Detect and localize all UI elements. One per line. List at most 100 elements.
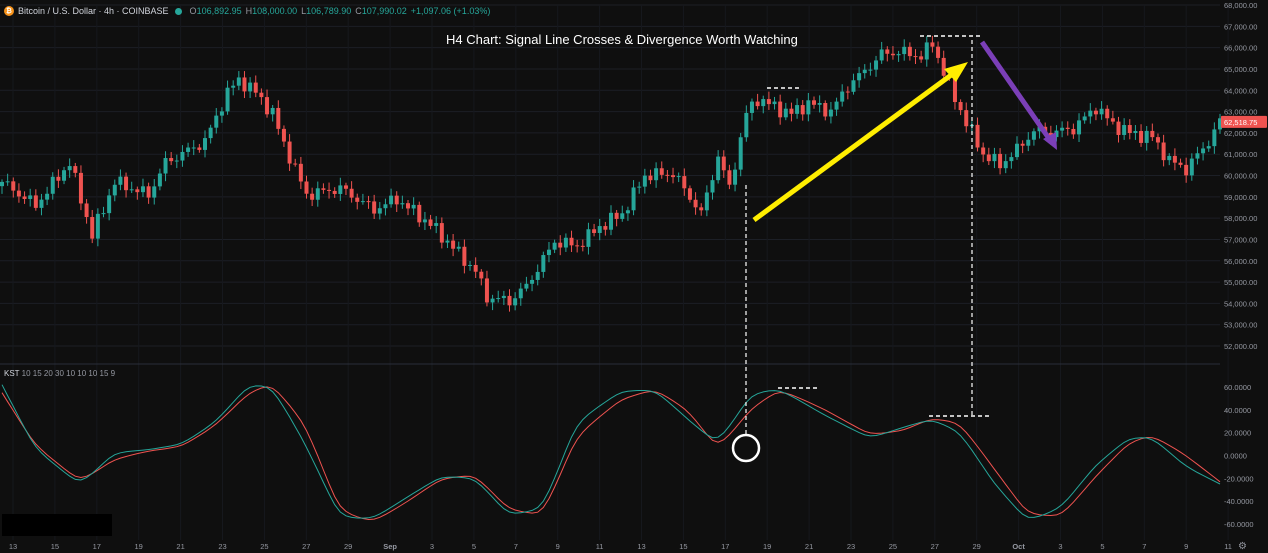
candle-body [665,174,670,176]
candle-body [716,156,721,181]
candle-body [885,49,890,54]
candle-body [33,195,38,208]
candle-body [1150,130,1155,138]
candle-body [400,203,405,205]
time-axis[interactable]: 13 15 17 19 21 23 25 27 29 Sep 3 5 7 9 11 13 15 17 19 21 23 2… [9,542,1232,551]
high-value: 108,000.00 [252,6,298,16]
time-tick-label: 5 [1100,542,1104,551]
purple-arrow-head [1043,132,1057,150]
gear-icon[interactable]: ⚙ [1238,541,1247,552]
candle-body [468,264,473,266]
candle-body [327,189,332,191]
candle-body [535,271,540,280]
candle-body [1133,131,1138,134]
last-price-label: 62,518.75 [1224,118,1257,127]
price-tick-label: 58,000.00 [1224,214,1257,223]
candle-body [592,229,597,233]
bitcoin-icon[interactable]: ₿ [4,6,14,16]
candle-body [1026,139,1031,146]
candle-body [434,223,439,226]
candle-body [366,201,371,203]
candle-body [952,77,957,103]
candle-body [90,217,95,239]
candle-body [806,100,811,115]
candle-body [332,190,337,194]
candle-body [1172,155,1177,163]
price-tick-label: 65,000.00 [1224,65,1257,74]
candle-body [654,168,659,181]
candle-body [778,101,783,118]
candle-body [1082,116,1087,121]
kst-tick-label: 40.0000 [1224,406,1251,415]
candle-body [755,101,760,107]
candle-body [1201,148,1206,154]
time-tick-label: 13 [9,542,17,551]
candle-body [919,56,924,60]
redaction-box [2,514,112,536]
indicator-params: 10 15 20 30 10 10 10 15 9 [21,369,116,378]
time-tick-label: 23 [847,542,855,551]
candle-body [1127,125,1132,134]
candle-body [1099,108,1104,115]
symbol-title[interactable]: Bitcoin / U.S. Dollar · 4h · COINBASE [18,6,169,16]
high-label: H [245,6,253,16]
time-tick-label: 3 [430,542,434,551]
candle-body [236,77,241,86]
candle-body [1212,129,1217,147]
open-label: O [189,6,197,16]
candle-body [682,176,687,189]
candle-body [479,271,484,279]
candle-body [372,201,377,214]
candle-body [152,186,157,198]
time-tick-label: 15 [679,542,687,551]
time-tick-label: 13 [637,542,645,551]
candle-body [738,137,743,170]
candle-body [191,147,196,149]
time-tick-label: 11 [1224,542,1232,551]
candle-body [727,170,732,185]
candle-body [62,170,67,181]
candle-body [265,97,270,115]
candle-body [242,77,247,92]
candle-body [1071,128,1076,135]
candle-body [975,124,980,148]
kst-axis[interactable]: 60.0000 40.0000 20.0000 0.0000 -20.0000 -40.0… [1224,383,1254,529]
candle-body [28,195,33,199]
candle-body [1139,131,1144,143]
candle-body [1031,131,1036,140]
candle-body [671,175,676,178]
indicator-header[interactable]: KST 10 15 20 30 10 10 10 15 9 [4,369,115,378]
time-tick-label: 21 [805,542,813,551]
candle-body [174,160,179,162]
candle-body [721,156,726,171]
candle-body [107,195,112,214]
candle-body [936,46,941,58]
price-tick-label: 54,000.00 [1224,299,1257,308]
price-tick-label: 57,000.00 [1224,235,1257,244]
candle-body [67,166,72,171]
time-tick-label: 25 [889,542,897,551]
candle-body [225,87,230,112]
candle-body [1110,118,1115,122]
candle-body [298,163,303,182]
candle-body [355,197,360,202]
candle-body [1105,108,1110,119]
candle-body [609,212,613,230]
candle-body [896,54,901,56]
candle-body [924,42,929,60]
price-tick-label: 68,000.00 [1224,1,1257,10]
candle-body [304,181,309,194]
candle-body [981,147,986,155]
candle-body [1155,137,1160,143]
candle-body [124,176,129,191]
candle-body [569,237,574,246]
candle-body [761,99,766,107]
signal-line [1,386,1221,521]
low-value: 106,789.90 [306,6,352,16]
candle-body [169,158,174,162]
candle-body [0,181,4,187]
candle-body [411,204,416,209]
price-axis[interactable]: 68,000.00 67,000.00 66,000.00 65,000.00 64,0… [1221,1,1267,351]
candle-body [95,213,100,239]
